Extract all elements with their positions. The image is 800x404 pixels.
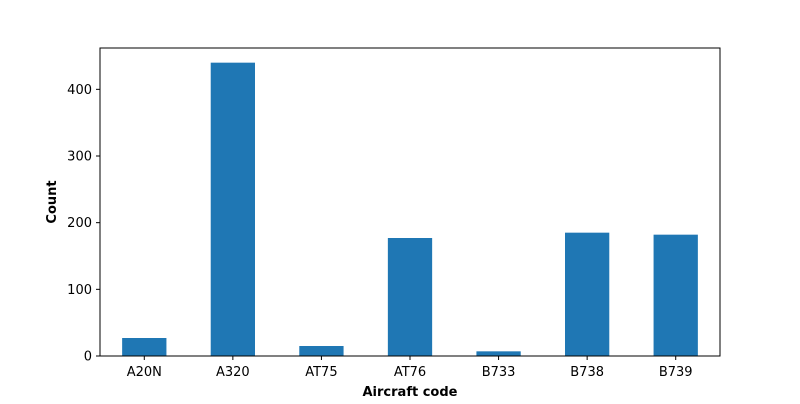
y-tick-label: 200 [67, 216, 92, 231]
x-axis-label: Aircraft code [363, 385, 458, 400]
x-tick-label: AT76 [394, 365, 426, 380]
y-tick-label: 400 [67, 83, 92, 98]
y-tick-label: 0 [84, 350, 92, 365]
bar-b738 [565, 232, 610, 356]
plot-frame [99, 47, 721, 357]
bar-b739 [653, 234, 698, 356]
bar-a320 [210, 62, 255, 357]
bar-a20n [122, 338, 167, 356]
x-axis-ticks: A20N A320 AT75 AT76 B733 B738 B739 [127, 356, 693, 380]
y-tick-label: 100 [67, 283, 92, 298]
x-tick-label: B733 [482, 365, 516, 380]
y-axis-ticks: 0 100 200 300 400 [67, 83, 100, 365]
x-tick-label: B738 [570, 365, 604, 380]
x-tick-label: AT75 [305, 365, 337, 380]
bar-at76 [387, 238, 433, 356]
bar-at75 [299, 346, 344, 356]
x-tick-label: A320 [216, 365, 250, 380]
y-axis-label: Count [45, 180, 60, 223]
y-tick-label: 300 [67, 150, 92, 165]
x-tick-label: A20N [127, 365, 162, 380]
x-tick-label: B739 [659, 365, 693, 380]
bars-layer [122, 62, 698, 357]
bar-b733 [476, 351, 521, 356]
